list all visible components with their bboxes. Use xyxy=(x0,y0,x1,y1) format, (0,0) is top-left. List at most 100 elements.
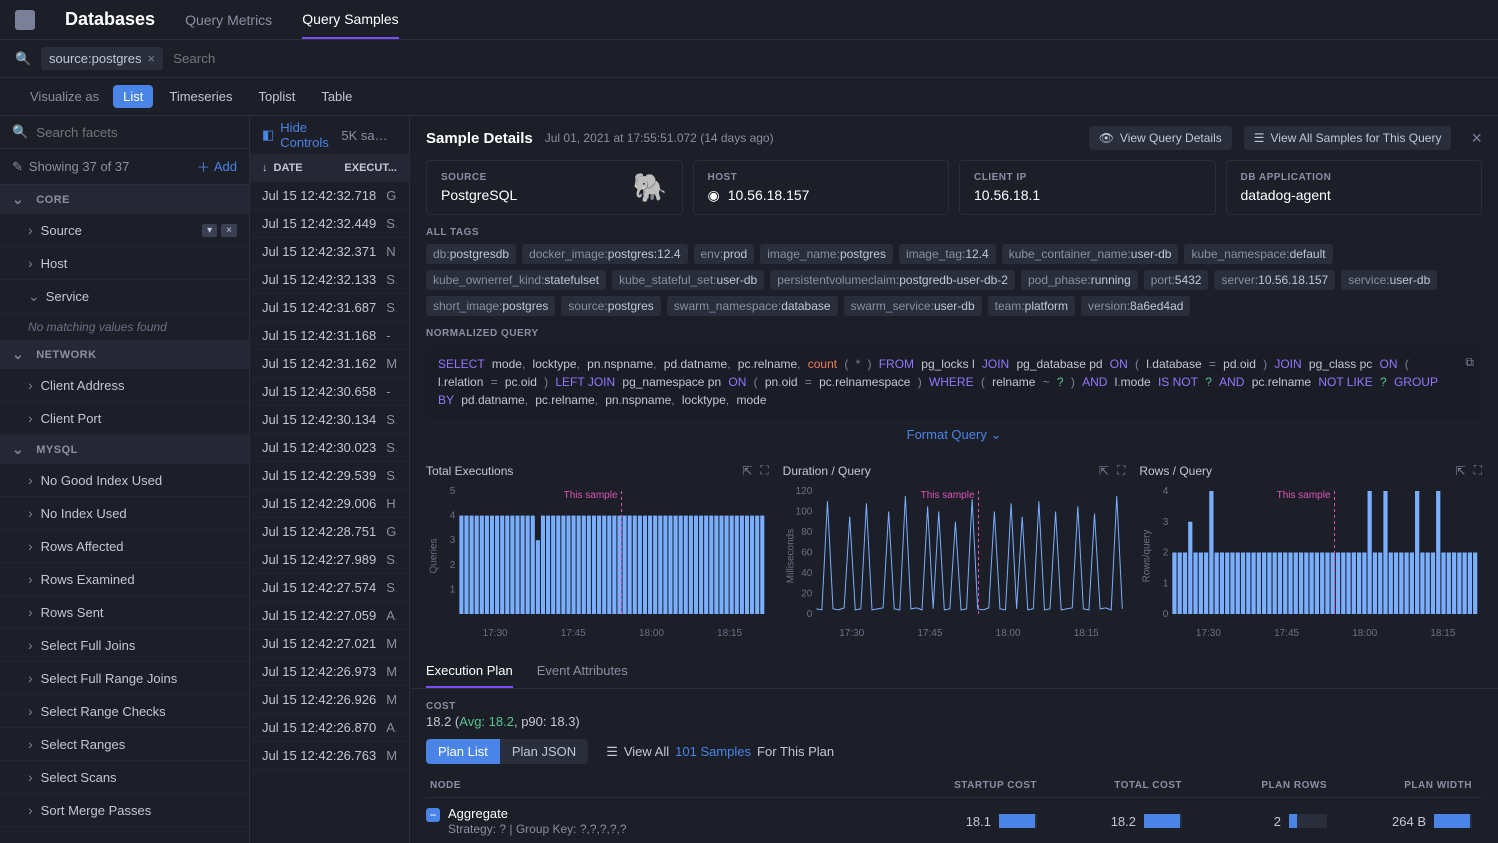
sample-row[interactable]: Jul 15 12:42:29.539Seq Sca xyxy=(250,462,409,490)
facet-item[interactable]: No Good Index Used xyxy=(0,464,249,497)
svg-text:3: 3 xyxy=(1163,517,1169,528)
sample-row[interactable]: Jul 15 12:42:31.162Modify xyxy=(250,350,409,378)
viz-timeseries-button[interactable]: Timeseries xyxy=(159,85,242,108)
facet-item[interactable]: Rows Affected xyxy=(0,530,249,563)
close-button[interactable]: × xyxy=(1471,128,1482,149)
column-execution[interactable]: EXECUT... xyxy=(344,162,397,174)
tag-pill[interactable]: pod_phase:running xyxy=(1021,270,1138,290)
copy-icon[interactable]: ⧉ xyxy=(1465,353,1474,371)
facet-item[interactable]: Select Scans xyxy=(0,761,249,794)
format-query-button[interactable]: Format Query ⌄ xyxy=(426,419,1482,443)
viz-toplist-button[interactable]: Toplist xyxy=(248,85,305,108)
view-all-samples-plan[interactable]: ☰ View All 101 Samples For This Plan xyxy=(606,744,834,760)
facet-section-header[interactable]: MYSQL xyxy=(0,435,249,464)
facet-item[interactable]: Client Address xyxy=(0,369,249,402)
tag-pill[interactable]: kube_namespace:default xyxy=(1184,244,1332,264)
view-all-samples-button[interactable]: ☰View All Samples for This Query xyxy=(1244,126,1452,150)
sample-row[interactable]: Jul 15 12:42:32.718Gather xyxy=(250,182,409,210)
sample-row[interactable]: Jul 15 12:42:27.574Seq Sca xyxy=(250,574,409,602)
close-icon[interactable]: × xyxy=(221,224,237,237)
column-date[interactable]: DATE xyxy=(274,162,303,174)
expand-icon[interactable]: ⛶ xyxy=(760,463,768,478)
viz-table-button[interactable]: Table xyxy=(311,85,362,108)
sample-row[interactable]: Jul 15 12:42:31.168- xyxy=(250,322,409,350)
sample-row[interactable]: Jul 15 12:42:29.006Hash Jo xyxy=(250,490,409,518)
tag-pill[interactable]: kube_ownerref_kind:statefulset xyxy=(426,270,606,290)
add-facet-button[interactable]: ＋Add xyxy=(197,157,237,176)
sample-row[interactable]: Jul 15 12:42:26.763Modify xyxy=(250,742,409,770)
tag-pill[interactable]: kube_container_name:user-db xyxy=(1002,244,1179,264)
tag-pill[interactable]: source:postgres xyxy=(561,296,660,316)
tag-pill[interactable]: swarm_namespace:database xyxy=(667,296,838,316)
sample-row[interactable]: Jul 15 12:42:26.973Modify xyxy=(250,658,409,686)
plan-list-button[interactable]: Plan List xyxy=(426,739,500,764)
sample-row[interactable]: Jul 15 12:42:32.371Nested xyxy=(250,238,409,266)
tag-pill[interactable]: port:5432 xyxy=(1144,270,1209,290)
tag-pill[interactable]: kube_stateful_set:user-db xyxy=(612,270,764,290)
view-query-details-button[interactable]: 👁View Query Details xyxy=(1089,126,1232,150)
facet-item[interactable]: Rows Sent xyxy=(0,596,249,629)
facet-item[interactable]: Rows Examined xyxy=(0,563,249,596)
facet-item[interactable]: Select Range Checks xyxy=(0,695,249,728)
sample-row[interactable]: Jul 15 12:42:30.023Seq Sca xyxy=(250,434,409,462)
expand-icon[interactable]: ⛶ xyxy=(1117,463,1125,478)
facet-section-header[interactable]: NETWORK xyxy=(0,340,249,369)
plan-column-startup[interactable]: STARTUP COST xyxy=(902,780,1047,791)
tag-pill[interactable]: server:10.56.18.157 xyxy=(1214,270,1335,290)
tag-pill[interactable]: short_image:postgres xyxy=(426,296,555,316)
tag-pill[interactable]: persistentvolumeclaim:postgredb-user-db-… xyxy=(770,270,1015,290)
plan-row[interactable]: −AggregateStrategy: ? | Group Key: ?,?,?… xyxy=(426,798,1482,843)
hide-controls-button[interactable]: ◧Hide Controls xyxy=(262,120,341,150)
facet-item[interactable]: Select Full Range Joins xyxy=(0,662,249,695)
source-filter-tag[interactable]: source:postgres× xyxy=(41,47,163,70)
funnel-icon[interactable]: ▾ xyxy=(202,224,217,237)
facet-item[interactable]: Sort Merge Passes xyxy=(0,794,249,827)
tag-pill[interactable]: swarm_service:user-db xyxy=(844,296,982,316)
tab-query-samples[interactable]: Query Samples xyxy=(302,1,398,39)
tag-pill[interactable]: version:8a6ed4ad xyxy=(1081,296,1190,316)
sample-row[interactable]: Jul 15 12:42:28.751Gather xyxy=(250,518,409,546)
facet-item[interactable]: Select Full Joins xyxy=(0,629,249,662)
facet-item[interactable]: Source▾× xyxy=(0,214,249,247)
sample-row[interactable]: Jul 15 12:42:27.021Modify xyxy=(250,630,409,658)
arrow-down-icon[interactable]: ↓ xyxy=(262,162,268,174)
close-icon[interactable]: × xyxy=(148,51,156,66)
sample-row[interactable]: Jul 15 12:42:27.059Aggreg xyxy=(250,602,409,630)
facets-search-input[interactable] xyxy=(36,125,237,140)
tag-pill[interactable]: docker_image:postgres:12.4 xyxy=(522,244,687,264)
tab-execution-plan[interactable]: Execution Plan xyxy=(426,655,513,688)
tag-pill[interactable]: db:postgresdb xyxy=(426,244,516,264)
sample-row[interactable]: Jul 15 12:42:32.133Seq Sca xyxy=(250,266,409,294)
facet-item[interactable]: Select Ranges xyxy=(0,728,249,761)
sample-row[interactable]: Jul 15 12:42:26.926Modify xyxy=(250,686,409,714)
sample-row[interactable]: Jul 15 12:42:26.870Aggreg xyxy=(250,714,409,742)
export-icon[interactable]: ⇱ xyxy=(1099,464,1109,478)
facet-section-header[interactable]: CORE xyxy=(0,185,249,214)
viz-list-button[interactable]: List xyxy=(113,85,153,108)
export-icon[interactable]: ⇱ xyxy=(742,464,752,478)
sample-row[interactable]: Jul 15 12:42:27.989Seq Sca xyxy=(250,546,409,574)
plan-column-rows[interactable]: PLAN ROWS xyxy=(1192,780,1337,791)
expand-icon[interactable]: ⛶ xyxy=(1474,463,1482,478)
tag-pill[interactable]: team:platform xyxy=(988,296,1075,316)
plan-column-total[interactable]: TOTAL COST xyxy=(1047,780,1192,791)
facet-item[interactable]: Host xyxy=(0,247,249,280)
facet-item[interactable]: No Index Used xyxy=(0,497,249,530)
tag-pill[interactable]: image_name:postgres xyxy=(760,244,893,264)
tag-pill[interactable]: image_tag:12.4 xyxy=(899,244,996,264)
facet-item[interactable]: Client Port xyxy=(0,402,249,435)
tag-pill[interactable]: service:user-db xyxy=(1341,270,1437,290)
sample-row[interactable]: Jul 15 12:42:30.134Seq Sca xyxy=(250,406,409,434)
facet-item[interactable]: Service xyxy=(0,280,249,314)
tab-event-attributes[interactable]: Event Attributes xyxy=(537,655,628,688)
tag-pill[interactable]: env:prod xyxy=(694,244,755,264)
plan-json-button[interactable]: Plan JSON xyxy=(500,739,588,764)
tab-query-metrics[interactable]: Query Metrics xyxy=(185,2,272,38)
export-icon[interactable]: ⇱ xyxy=(1456,464,1466,478)
sample-row[interactable]: Jul 15 12:42:30.658- xyxy=(250,378,409,406)
sample-row[interactable]: Jul 15 12:42:32.449Sort → xyxy=(250,210,409,238)
collapse-icon[interactable]: − xyxy=(426,808,440,822)
plan-column-width[interactable]: PLAN WIDTH xyxy=(1337,780,1482,791)
sample-row[interactable]: Jul 15 12:42:31.687Seq Sca xyxy=(250,294,409,322)
search-input[interactable] xyxy=(173,51,1483,66)
